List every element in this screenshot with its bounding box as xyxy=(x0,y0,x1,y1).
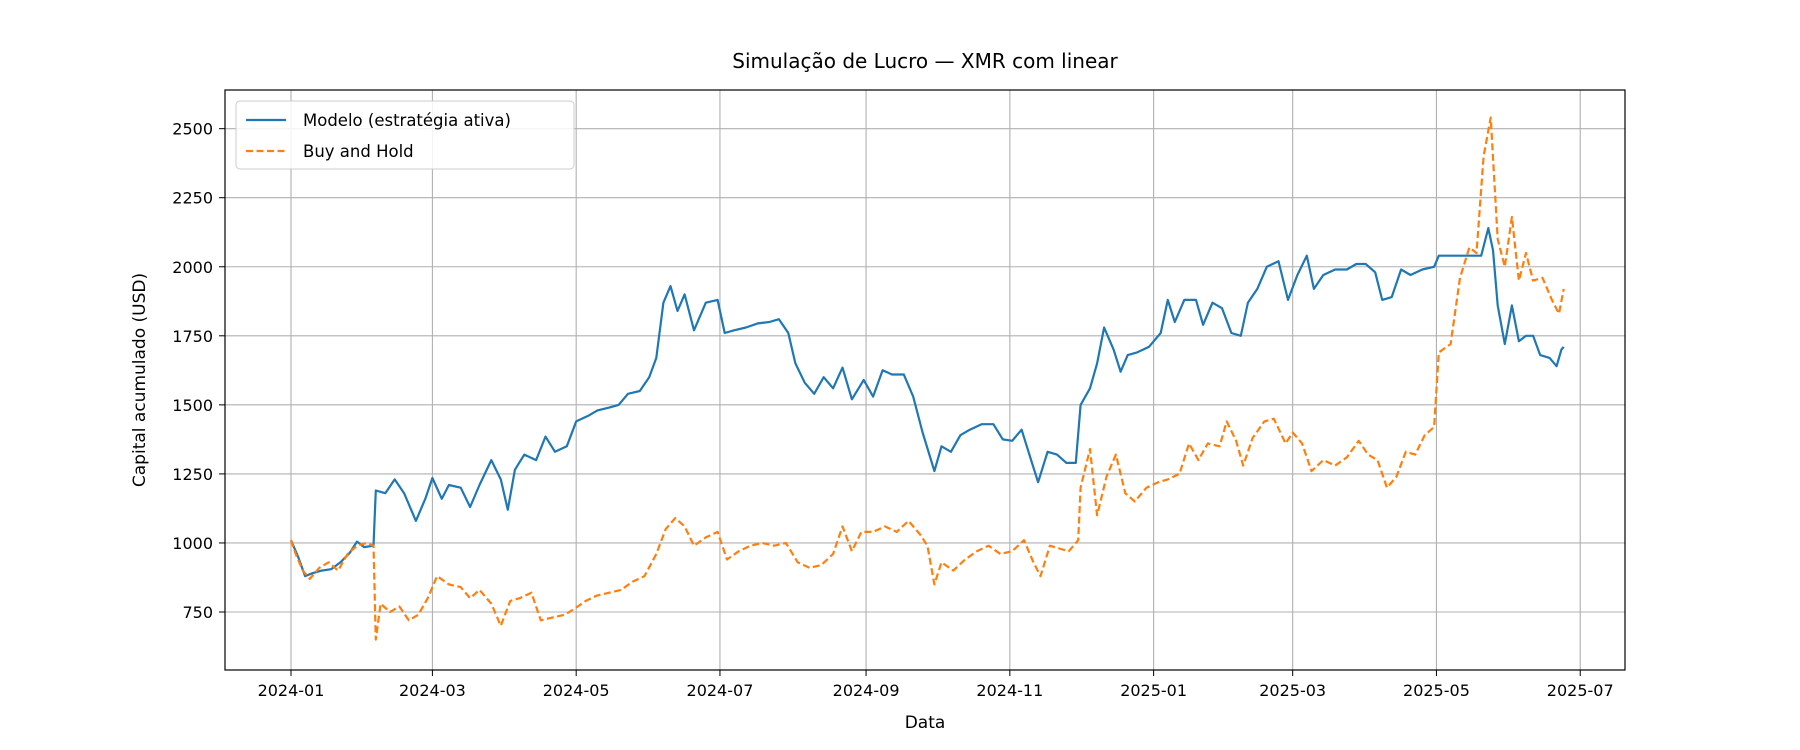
legend: Modelo (estratégia ativa) Buy and Hold xyxy=(235,100,575,170)
x-tick-label: 2024-07 xyxy=(687,681,754,700)
legend-label-2: Buy and Hold xyxy=(303,142,414,161)
x-tick-label: 2024-11 xyxy=(976,681,1043,700)
y-tick-label: 1750 xyxy=(172,327,213,346)
plot-frame xyxy=(224,89,1626,671)
x-tick-label: 2024-05 xyxy=(543,681,610,700)
x-tick-label: 2025-05 xyxy=(1403,681,1470,700)
series-line-2 xyxy=(289,116,1565,641)
y-tick-label: 2000 xyxy=(172,258,213,277)
y-axis-ticks: 750 1000 1250 1500 1750 2000 2250 2500 xyxy=(172,120,225,622)
y-tick-label: 1250 xyxy=(172,465,213,484)
grid-lines xyxy=(225,90,1625,670)
x-axis-ticks: 2024-01 2024-03 2024-05 2024-07 2024-09 2024-… xyxy=(258,670,1614,700)
x-tick-label: 2024-09 xyxy=(833,681,900,700)
chart-title: Simulação de Lucro — XMR com linear xyxy=(732,49,1118,73)
x-tick-label: 2024-01 xyxy=(258,681,325,700)
y-tick-label: 2250 xyxy=(172,189,213,208)
x-tick-label: 2025-07 xyxy=(1547,681,1614,700)
y-tick-label: 750 xyxy=(182,603,213,622)
x-tick-label: 2025-03 xyxy=(1259,681,1326,700)
legend-label-1: Modelo (estratégia ativa) xyxy=(303,111,511,130)
y-tick-label: 2500 xyxy=(172,120,213,139)
legend-box xyxy=(235,100,575,170)
x-axis-label: Data xyxy=(905,713,946,733)
y-tick-label: 1500 xyxy=(172,396,213,415)
series-lines xyxy=(289,116,1565,641)
y-tick-label: 1000 xyxy=(172,534,213,553)
y-axis-label: Capital acumulado (USD) xyxy=(130,273,150,487)
x-tick-label: 2024-03 xyxy=(399,681,466,700)
series-line-1 xyxy=(289,227,1565,578)
x-tick-label: 2025-01 xyxy=(1120,681,1187,700)
